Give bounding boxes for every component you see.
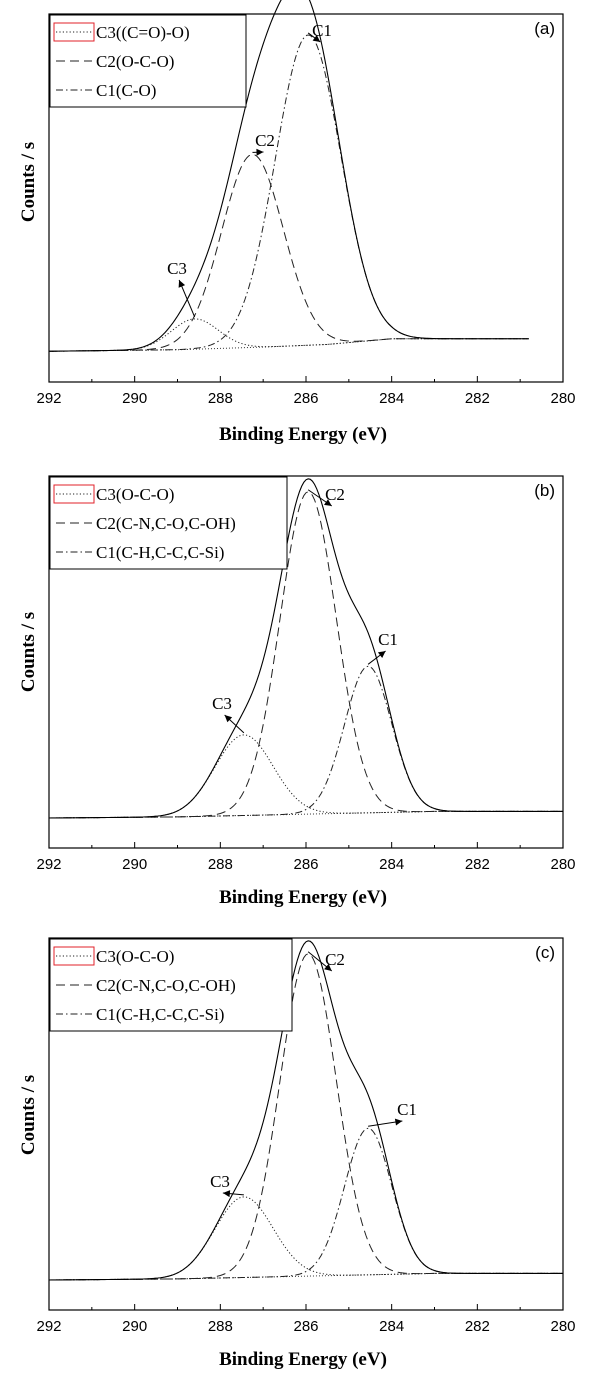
panel-c-peak-label-c1: C1	[397, 1100, 417, 1119]
panel-b-x-tick-label: 288	[208, 856, 233, 873]
panel-c-x-tick-label: 284	[379, 1318, 404, 1335]
panel-c-x-tick-label: 286	[293, 1318, 318, 1335]
panel-a-peak-label-c1: C1	[312, 21, 332, 40]
panel-c-x-axis-title: Binding Energy (eV)	[219, 1349, 387, 1370]
panel-c-legend-label: C1(C-H,C-C,C-Si)	[96, 1005, 224, 1024]
panel-c-legend-label: C3(O-C-O)	[96, 947, 174, 966]
panel-c-x-tick-label: 290	[122, 1318, 147, 1335]
panel-c-peak-label-c3: C3	[210, 1172, 230, 1191]
panel-a: Counts / s Binding Energy (eV) 292 290 288…	[18, 0, 576, 445]
panel-c-legend-label: C2(C-N,C-O,C-OH)	[96, 976, 236, 995]
panel-a-x-tick-label: 282	[465, 390, 490, 407]
panel-a-x-axis-title: Binding Energy (eV)	[219, 424, 387, 445]
panel-b-y-axis-title: Counts / s	[18, 612, 39, 692]
panel-a-background-line	[49, 339, 529, 351]
panel-b-x-tick-label: 284	[379, 856, 404, 873]
panel-c-arrowhead-c3	[223, 1190, 230, 1197]
panel-c-arrowhead-c1	[395, 1119, 402, 1126]
panel-a-x-tick-label: 286	[293, 390, 318, 407]
panel-b-arrowhead-c1	[378, 651, 386, 658]
panel-a-x-tick-label: 290	[122, 390, 147, 407]
panel-c-component-c1	[49, 1128, 563, 1280]
panel-b-x-tick-label: 280	[550, 856, 575, 873]
panel-b-legend-label: C3(O-C-O)	[96, 485, 174, 504]
panel-a-component-c3	[49, 319, 529, 351]
panel-b-component-c3	[49, 735, 563, 818]
panel-c-x-tick-label: 292	[36, 1318, 61, 1335]
panel-b: Counts / s Binding Energy (eV) 292 290 288…	[18, 476, 576, 908]
panel-a-peak-label-c2: C2	[255, 131, 275, 150]
panel-c-x-tick-label: 288	[208, 1318, 233, 1335]
panel-b-peak-label-c3: C3	[212, 694, 232, 713]
panel-a-peak-label-c3: C3	[167, 259, 187, 278]
panel-a-component-c2	[49, 154, 529, 351]
panel-c-y-axis-title: Counts / s	[18, 1075, 39, 1155]
panel-b-x-tick-label: 290	[122, 856, 147, 873]
panel-b-x-axis-title: Binding Energy (eV)	[219, 887, 387, 908]
panel-c-x-tick-label: 280	[550, 1318, 575, 1335]
panel-b-x-tick-label: 292	[36, 856, 61, 873]
panel-b-x-tick-label: 286	[293, 856, 318, 873]
panel-a-y-axis-title: Counts / s	[18, 142, 39, 222]
panel-a-x-tick-label: 292	[36, 390, 61, 407]
panel-c-component-c3	[49, 1197, 563, 1280]
panel-c: Counts / s Binding Energy (eV) 292 290 288…	[18, 938, 576, 1370]
panel-a-legend-label: C2(O-C-O)	[96, 52, 174, 71]
panel-b-legend-label: C1(C-H,C-C,C-Si)	[96, 543, 224, 562]
panel-b-legend-label: C2(C-N,C-O,C-OH)	[96, 514, 236, 533]
panel-b-panel-label: (b)	[534, 481, 555, 500]
panel-b-peak-label-c1: C1	[378, 630, 398, 649]
panel-a-x-tick-label: 288	[208, 390, 233, 407]
panel-a-legend-label: C3((C=O)-O)	[96, 23, 190, 42]
panel-a-x-tick-label: 284	[379, 390, 404, 407]
panel-a-legend-label: C1(C-O)	[96, 81, 156, 100]
panel-a-x-tick-label: 280	[550, 390, 575, 407]
panel-c-panel-label: (c)	[535, 943, 555, 962]
panel-b-component-c1	[49, 666, 563, 818]
panel-b-x-tick-label: 282	[465, 856, 490, 873]
panel-a-panel-label: (a)	[534, 19, 555, 38]
panel-c-x-tick-label: 282	[465, 1318, 490, 1335]
